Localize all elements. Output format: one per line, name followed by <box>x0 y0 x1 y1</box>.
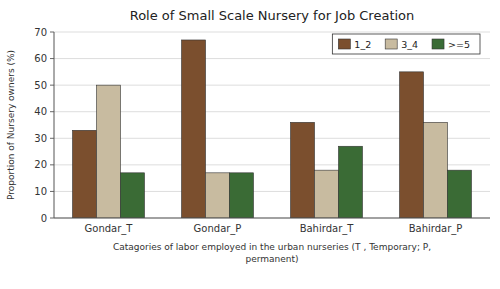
y-tick-label: 40 <box>34 106 47 117</box>
y-tick <box>50 164 54 165</box>
y-tick-label: 0 <box>41 213 47 224</box>
y-tick-label: 60 <box>34 53 47 64</box>
bar <box>120 173 144 218</box>
title: Role of Small Scale Nursery for Job Crea… <box>130 8 415 23</box>
x-label: Catagories of labor employed in the urba… <box>113 242 431 264</box>
bar <box>338 146 362 218</box>
legend-label: 1_2 <box>354 39 371 50</box>
legend-swatch <box>338 39 350 49</box>
bar <box>73 130 97 218</box>
y-tick-label: 10 <box>34 186 47 197</box>
x-tick-label: Bahirdar_T <box>300 223 355 235</box>
legend-label: 3_4 <box>401 39 418 50</box>
grid-line <box>54 218 490 219</box>
legend: 1_2 3_4 >=5 <box>332 34 480 54</box>
y-tick <box>50 32 54 33</box>
x-tick-label: Bahirdar_P <box>409 223 463 235</box>
grid-line <box>54 58 490 59</box>
x-tick-label: Gondar_T <box>85 223 134 235</box>
x-axis <box>54 218 490 219</box>
x-tick-label: Gondar_P <box>194 223 242 235</box>
x-label-line: Catagories of labor employed in the urba… <box>113 242 431 252</box>
y-tick <box>50 138 54 139</box>
y-label: Proportion of Nursery owners (%) <box>6 50 16 200</box>
bar <box>182 40 206 218</box>
y-tick <box>50 218 54 219</box>
legend-swatch <box>432 39 444 49</box>
y-tick <box>50 111 54 112</box>
bar <box>424 122 448 218</box>
y-tick-label: 30 <box>34 133 47 144</box>
bars <box>73 40 472 218</box>
y-tick <box>50 191 54 192</box>
y-tick-label: 20 <box>34 159 47 170</box>
bar <box>97 85 121 218</box>
bar <box>229 173 253 218</box>
bar <box>315 170 339 218</box>
legend-frame <box>332 34 480 54</box>
bar <box>206 173 230 218</box>
y-tick <box>50 58 54 59</box>
legend-label: >=5 <box>448 39 470 50</box>
y-tick-label: 50 <box>34 80 47 91</box>
bar <box>447 170 471 218</box>
y-tick-label: 70 <box>34 27 47 38</box>
bar <box>400 72 424 218</box>
legend-swatch <box>385 39 397 49</box>
grid-line <box>54 32 490 33</box>
x-label-line: permanent) <box>245 254 298 264</box>
chart: 0 10 20 30 40 50 60 70 Gondar_T Gondar_P Bahirdar_… <box>0 0 500 289</box>
bar <box>291 122 315 218</box>
y-tick <box>50 85 54 86</box>
y-axis <box>54 32 55 218</box>
